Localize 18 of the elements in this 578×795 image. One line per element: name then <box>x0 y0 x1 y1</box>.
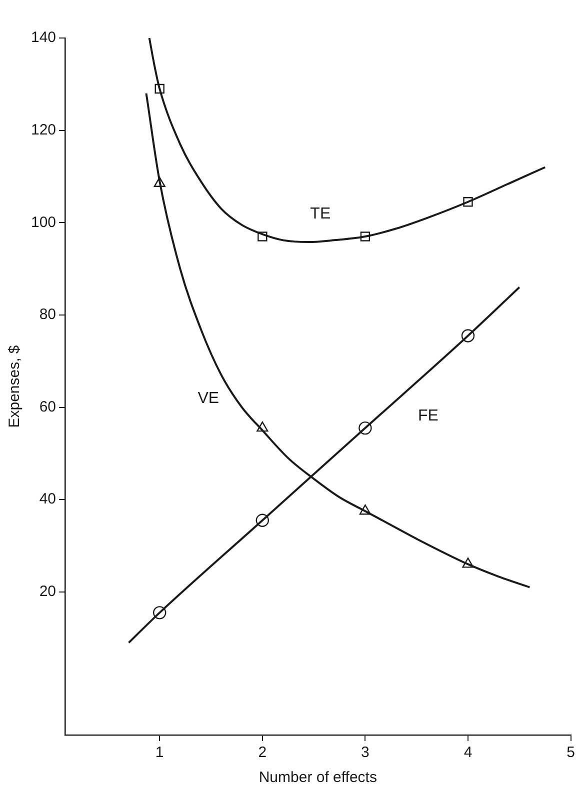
y-tick-label: 100 <box>30 214 56 231</box>
series-label: VE <box>198 390 220 407</box>
y-tick-label: 60 <box>39 398 56 416</box>
x-tick-label: 4 <box>464 744 472 762</box>
x-axis-title: Number of effects <box>258 769 377 786</box>
x-tick-label: 5 <box>566 744 575 762</box>
y-tick-label: 140 <box>30 29 56 46</box>
line-series <box>148 38 546 244</box>
y-tick-label: 40 <box>39 490 56 508</box>
x-tick-label: 1 <box>155 744 164 762</box>
series-label: FE <box>418 407 438 424</box>
x-tick-label: 3 <box>361 744 370 762</box>
y-tick-label: 20 <box>39 583 56 600</box>
y-tick-label: 80 <box>39 306 56 324</box>
y-tick-label: 120 <box>30 121 56 138</box>
x-tick-label: 2 <box>258 744 267 762</box>
y-axis-title: Expenses, $ <box>6 344 24 428</box>
series-label: TE <box>310 206 331 223</box>
